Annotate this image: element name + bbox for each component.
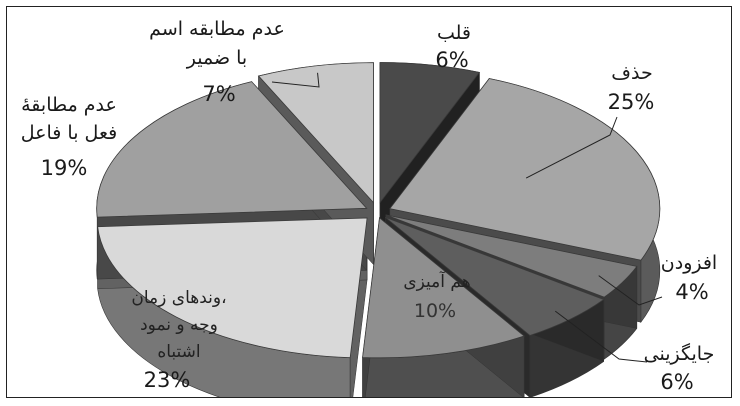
label-name-afzudan: افزودن <box>661 252 717 274</box>
label-pct-fel-faal: 19% <box>41 156 88 180</box>
slice-1 <box>389 78 661 261</box>
label-pct-hazf: 25% <box>608 90 655 114</box>
label-pct-jaygozini: 6% <box>660 370 693 394</box>
leader-lines <box>271 72 663 363</box>
label-pct-qalb: 6% <box>435 48 468 72</box>
leader-line-1 <box>598 275 663 306</box>
slice-5 <box>97 217 368 359</box>
label-pct-afzudan: 4% <box>675 280 708 304</box>
pie-chart: قلب 6% حذف 25% افزودن 4% جایگزینی 6% هم … <box>21 18 717 397</box>
leader-line-3 <box>271 72 320 88</box>
slice-7 <box>257 62 374 204</box>
label-pct-hamamizi: 10% <box>414 300 456 322</box>
slice-0 <box>379 62 481 204</box>
label-pct-esm-zamir: 7% <box>202 82 235 106</box>
label-name-esm-zamir: عدم مطابقه اسم با ضمیر <box>149 18 285 69</box>
label-name-jaygozini: جایگزینی <box>644 342 715 365</box>
slice-3 <box>384 216 605 336</box>
leader-line-0 <box>525 116 618 179</box>
slice-6 <box>96 81 368 218</box>
leader-line-2 <box>554 310 648 363</box>
label-name-fel-faal: عدم مطابقهٔ فعل با فاعل <box>21 94 117 144</box>
label-name-hamamizi: هم آمیزی <box>403 270 470 292</box>
label-pct-vandha: 23% <box>144 368 191 392</box>
slice-2 <box>385 214 638 298</box>
data-labels: قلب 6% حذف 25% افزودن 4% جایگزینی 6% هم … <box>21 18 717 394</box>
slice-top-layer <box>96 62 661 359</box>
label-name-vandha: وندهای زمان، وجه و نمود اشتباه <box>131 288 226 362</box>
label-name-qalb: قلب <box>437 22 471 44</box>
chart-frame: قلب 6% حذف 25% افزودن 4% جایگزینی 6% هم … <box>6 6 732 398</box>
slice-4 <box>362 217 525 359</box>
label-name-hazf: حذف <box>611 62 652 84</box>
